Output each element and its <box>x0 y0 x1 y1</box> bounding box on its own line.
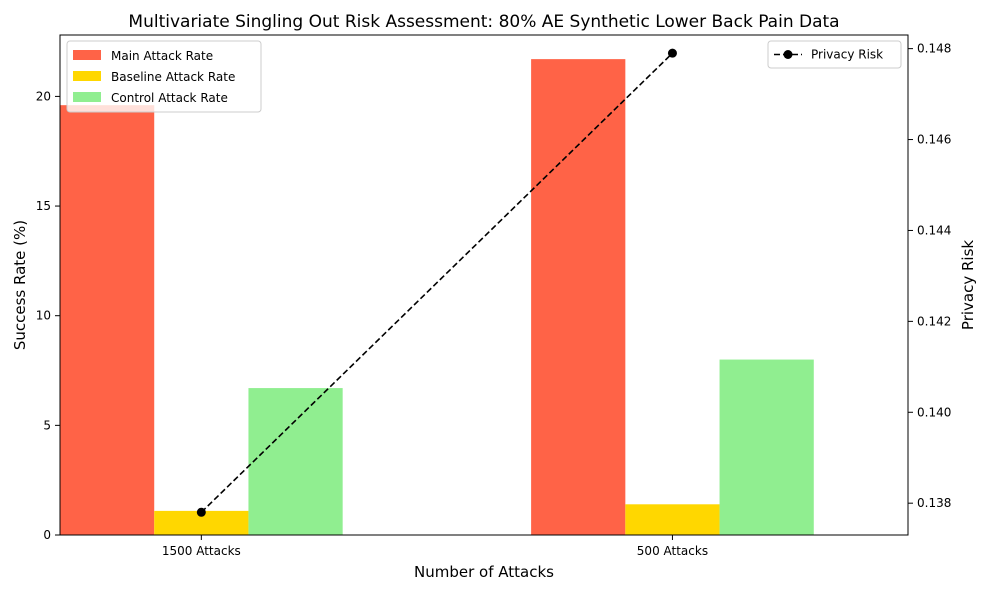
chart-title: Multivariate Singling Out Risk Assessmen… <box>128 12 839 32</box>
y2-tick-label: 0.144 <box>917 223 951 237</box>
x-axis-label: Number of Attacks <box>414 563 554 581</box>
legend-marker <box>783 50 793 59</box>
legend-box <box>66 40 262 113</box>
y-tick-label: 20 <box>36 89 51 103</box>
y2-tick-label: 0.140 <box>917 405 951 419</box>
legend-label: Control Attack Rate <box>111 91 228 105</box>
privacy-risk-point-1 <box>667 48 677 58</box>
legend-swatch <box>73 50 101 60</box>
legend-box <box>767 40 902 69</box>
y-tick-label: 10 <box>36 309 51 323</box>
y-tick-label: 15 <box>36 199 51 213</box>
bar-main-attack-rate-0 <box>60 105 155 535</box>
legend-attack-rates: Main Attack Rate Baseline Attack Rate Cont… <box>66 40 262 113</box>
x-tick-label: 500 Attacks <box>637 544 708 558</box>
legend-label: Baseline Attack Rate <box>111 70 235 84</box>
bar-baseline-attack-rate-1 <box>625 504 720 535</box>
privacy-risk-line <box>200 52 674 513</box>
legend-label: Privacy Risk <box>811 48 883 62</box>
legend-privacy-risk: Privacy Risk <box>767 40 902 69</box>
y-tick-label: 5 <box>43 418 51 432</box>
plot-area: 0 5 10 15 20 0.138 0.140 0.142 0.144 0.146 0.148 15… <box>36 42 952 558</box>
y2-tick-label: 0.138 <box>917 496 951 510</box>
privacy-risk-point-0 <box>196 507 206 517</box>
y2-tick-label: 0.142 <box>917 314 951 328</box>
y2-axis-label: Privacy Risk <box>959 240 977 330</box>
legend-swatch <box>73 92 101 102</box>
legend-swatch <box>73 71 101 81</box>
legend-label: Main Attack Rate <box>111 49 213 63</box>
y-tick-label: 0 <box>43 528 51 542</box>
y2-tick-label: 0.146 <box>917 133 951 147</box>
plot-frame <box>59 34 909 536</box>
bar-control-attack-rate-1 <box>719 359 814 535</box>
x-tick-label: 1500 Attacks <box>162 544 241 558</box>
y2-tick-label: 0.148 <box>917 42 951 56</box>
y-axis-label: Success Rate (%) <box>11 220 29 350</box>
bar-control-attack-rate-0 <box>248 388 343 535</box>
bar-main-attack-rate-1 <box>531 59 626 536</box>
